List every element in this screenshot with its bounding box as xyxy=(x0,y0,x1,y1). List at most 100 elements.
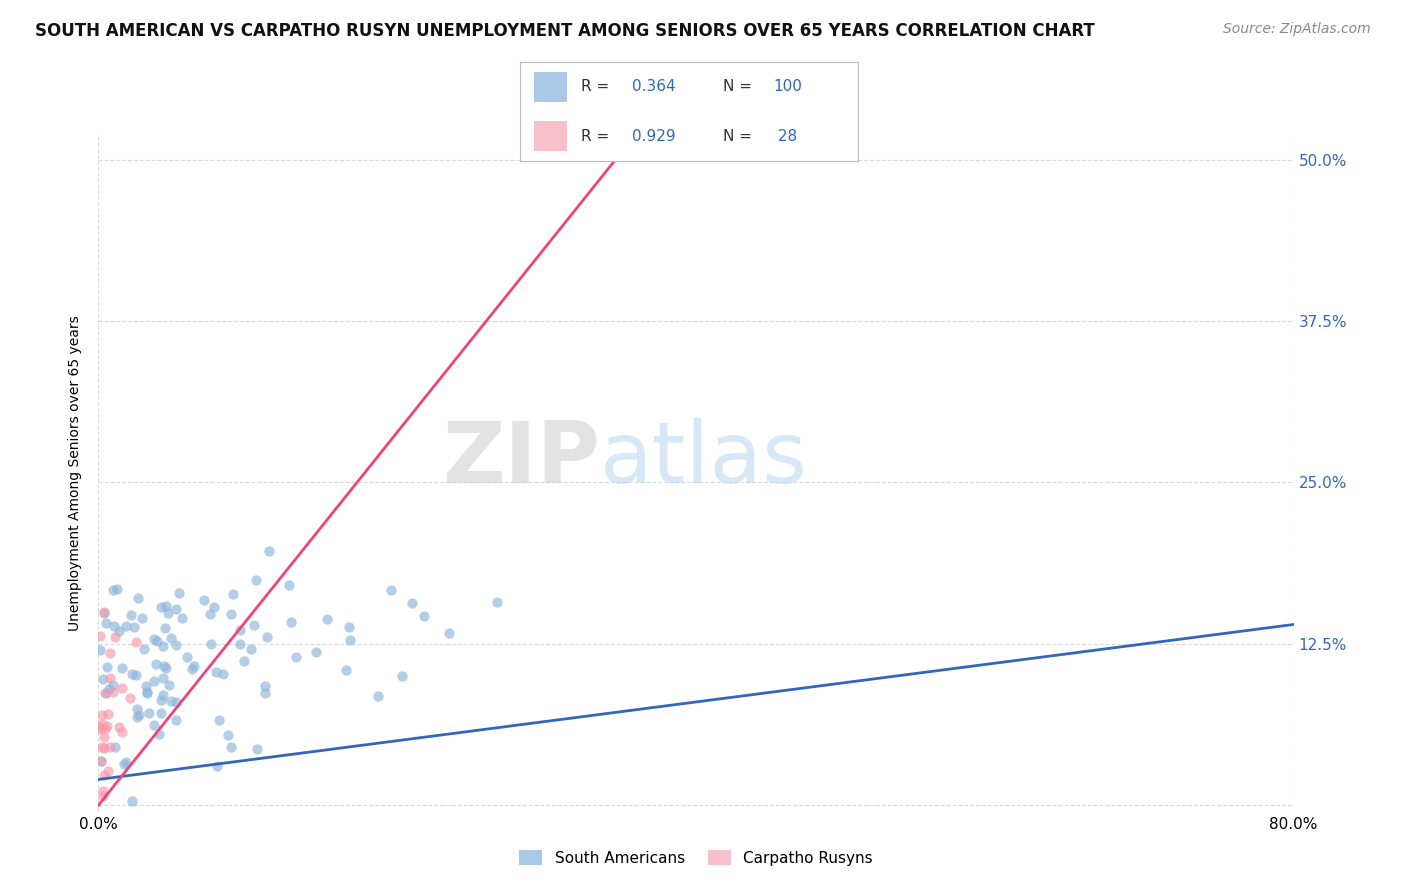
Point xyxy=(217,728,239,742)
Point xyxy=(380,583,402,598)
Point xyxy=(97,764,120,778)
Point xyxy=(253,686,276,700)
Point xyxy=(149,693,172,707)
Point xyxy=(165,695,187,709)
Point xyxy=(219,607,242,621)
Point xyxy=(111,660,134,674)
Point xyxy=(160,694,183,708)
Text: Source: ZipAtlas.com: Source: ZipAtlas.com xyxy=(1223,22,1371,37)
Text: N =: N = xyxy=(723,128,756,144)
Text: 0.364: 0.364 xyxy=(631,79,675,95)
Point xyxy=(121,667,143,681)
Point xyxy=(93,784,115,798)
Point xyxy=(91,739,114,754)
Point xyxy=(91,789,114,804)
Point xyxy=(98,672,121,686)
Point xyxy=(115,756,138,770)
Point xyxy=(101,582,124,597)
Point xyxy=(315,612,337,626)
Point xyxy=(205,665,228,679)
Point xyxy=(256,630,278,644)
Point xyxy=(412,609,434,624)
Point xyxy=(94,722,117,736)
Point xyxy=(207,714,229,728)
Text: N =: N = xyxy=(723,79,756,95)
Point xyxy=(437,625,460,640)
Point xyxy=(96,660,118,674)
Point xyxy=(183,659,205,673)
Point xyxy=(93,606,115,620)
Point xyxy=(114,619,136,633)
Point xyxy=(104,740,127,755)
Point xyxy=(246,742,269,756)
Point xyxy=(96,707,118,722)
Point xyxy=(305,645,328,659)
Point xyxy=(145,657,167,672)
Point xyxy=(243,617,266,632)
Point xyxy=(125,710,148,724)
Point xyxy=(202,600,225,615)
Point xyxy=(153,658,176,673)
Point xyxy=(122,620,145,634)
Point xyxy=(93,686,115,700)
Point xyxy=(169,586,191,600)
Point xyxy=(284,650,307,665)
Point xyxy=(486,595,509,609)
Point xyxy=(155,661,177,675)
Point xyxy=(339,632,361,647)
Point xyxy=(229,636,252,650)
Point xyxy=(103,619,125,633)
FancyBboxPatch shape xyxy=(534,72,568,102)
Point xyxy=(176,650,198,665)
Point xyxy=(93,605,115,619)
Point xyxy=(143,717,166,731)
Point xyxy=(89,642,111,657)
Point xyxy=(150,599,173,614)
Point xyxy=(391,668,413,682)
Text: SOUTH AMERICAN VS CARPATHO RUSYN UNEMPLOYMENT AMONG SENIORS OVER 65 YEARS CORREL: SOUTH AMERICAN VS CARPATHO RUSYN UNEMPLO… xyxy=(35,22,1095,40)
Point xyxy=(212,667,235,681)
Point xyxy=(128,707,150,722)
Point xyxy=(165,713,187,727)
Point xyxy=(103,678,125,692)
Point xyxy=(89,629,111,643)
Point xyxy=(160,631,183,645)
Point xyxy=(155,599,177,613)
Point xyxy=(401,596,423,610)
Text: 0.929: 0.929 xyxy=(631,128,675,144)
Point xyxy=(277,578,299,592)
Point xyxy=(107,720,129,734)
Point xyxy=(170,611,193,625)
Point xyxy=(104,630,127,644)
Point xyxy=(125,668,148,682)
Point xyxy=(193,593,215,607)
Point xyxy=(337,620,360,634)
Point xyxy=(93,730,115,744)
Point xyxy=(152,671,174,685)
Point xyxy=(200,637,222,651)
FancyBboxPatch shape xyxy=(534,121,568,151)
Point xyxy=(93,740,115,755)
Point xyxy=(108,624,131,638)
Point xyxy=(367,689,389,703)
Point xyxy=(135,686,157,700)
Point xyxy=(91,708,114,723)
Point xyxy=(112,756,135,771)
Point xyxy=(131,611,153,625)
Text: 28: 28 xyxy=(773,128,797,144)
Point xyxy=(254,679,277,693)
Point xyxy=(145,634,167,648)
Point xyxy=(143,673,166,688)
Point xyxy=(96,719,118,733)
Point xyxy=(207,758,229,772)
Point xyxy=(280,615,302,629)
Point xyxy=(229,624,252,638)
Point xyxy=(200,607,222,621)
Point xyxy=(96,685,118,699)
Point xyxy=(90,722,112,736)
Point xyxy=(121,794,143,808)
Text: ZIP: ZIP xyxy=(443,417,600,500)
Point xyxy=(132,641,155,656)
Point xyxy=(335,663,357,677)
Text: 100: 100 xyxy=(773,79,803,95)
